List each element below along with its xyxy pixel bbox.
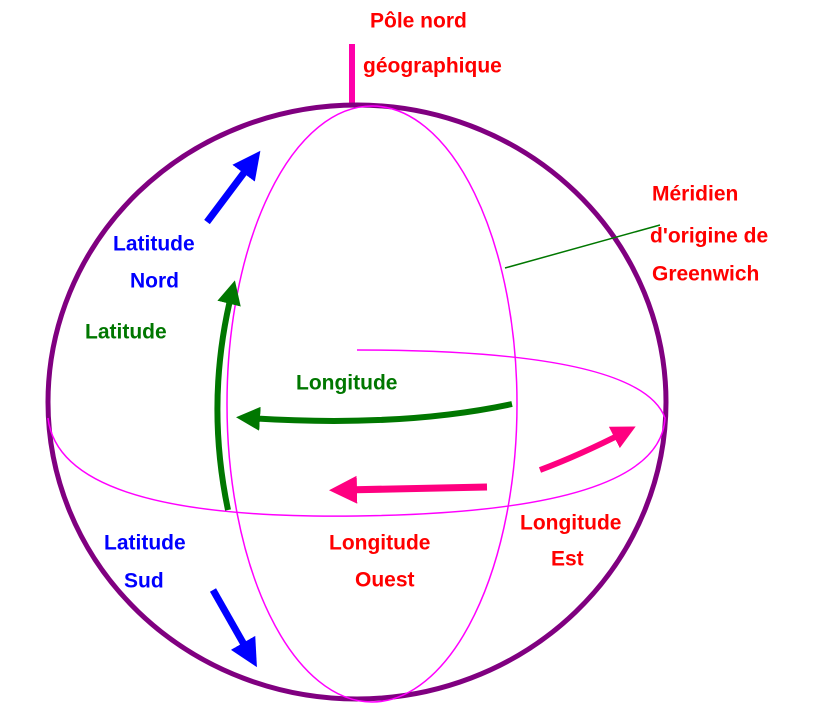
label: Latitude <box>104 532 186 555</box>
arrow-latitude <box>217 292 232 510</box>
leader-line <box>505 225 660 268</box>
label: d'origine de <box>650 225 768 248</box>
label: Longitude <box>520 512 621 535</box>
label: Longitude <box>329 532 430 555</box>
arrow-long-east <box>540 432 625 470</box>
arrow-lat-south <box>213 590 250 655</box>
arrow-longitude <box>248 404 512 421</box>
label: Ouest <box>355 569 415 592</box>
page: {"north_pole": ["Pôle nord", "géographiq… <box>0 0 840 706</box>
label: Méridien <box>652 183 738 206</box>
meridian <box>227 106 517 702</box>
label: Nord <box>130 270 179 293</box>
arrow-lat-north <box>207 162 252 222</box>
label: Est <box>551 548 584 571</box>
label: Pôle nord <box>370 10 467 33</box>
label: Longitude <box>296 372 397 395</box>
globe-diagram: Pôle nord géographique Méridien d'origin… <box>0 0 840 706</box>
label: géographique <box>363 55 502 78</box>
arrow-long-west <box>343 487 487 490</box>
label: Latitude <box>113 233 195 256</box>
sphere <box>48 105 666 699</box>
label: Sud <box>124 570 164 593</box>
label: Latitude <box>85 321 167 344</box>
label: Greenwich <box>652 263 759 286</box>
